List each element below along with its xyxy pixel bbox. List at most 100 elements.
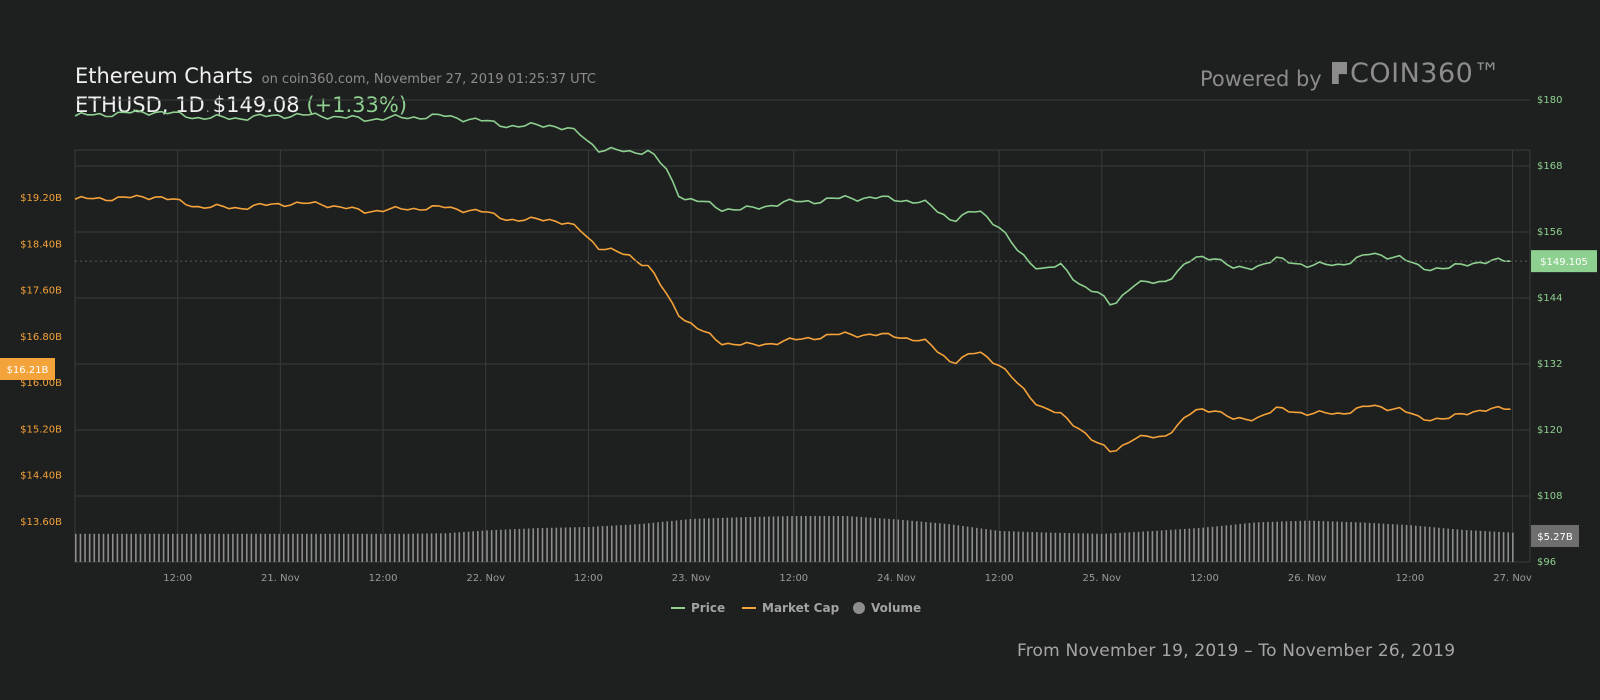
volume-bar bbox=[1244, 523, 1246, 562]
price-change: (+1.33%) bbox=[306, 93, 408, 117]
right-axis-tick: $132 bbox=[1537, 359, 1562, 370]
x-axis-tick: 12:00 bbox=[574, 573, 603, 584]
volume-bar bbox=[878, 518, 881, 562]
volume-bar bbox=[1428, 526, 1431, 562]
volume-bar bbox=[440, 533, 442, 562]
volume-bar bbox=[989, 529, 992, 562]
volume-bar bbox=[407, 533, 410, 562]
volume-bar bbox=[726, 517, 729, 562]
volume-bar bbox=[403, 533, 405, 562]
volume-bar bbox=[740, 517, 742, 562]
price-flag-box bbox=[1531, 250, 1597, 273]
x-axis-tick: 12:00 bbox=[1395, 573, 1424, 584]
volume-bar bbox=[1100, 533, 1103, 562]
volume-bar bbox=[1387, 523, 1389, 562]
volume-bar bbox=[375, 533, 377, 562]
x-axis-tick: 12:00 bbox=[779, 573, 808, 584]
volume-bar bbox=[994, 530, 997, 562]
volume-bar bbox=[694, 518, 696, 562]
volume-bar bbox=[883, 518, 886, 562]
volume-bar bbox=[1280, 521, 1283, 562]
volume-bar bbox=[689, 519, 692, 562]
market-cap-line bbox=[74, 194, 1511, 453]
volume-bar bbox=[310, 533, 313, 562]
volume-bar bbox=[671, 520, 673, 562]
volume-bar bbox=[587, 526, 590, 562]
volume-bar bbox=[430, 533, 433, 562]
volume-bar bbox=[652, 522, 655, 562]
volume-bar bbox=[1073, 533, 1075, 562]
volume-bar bbox=[828, 516, 830, 562]
volume-bar bbox=[222, 533, 225, 562]
volume-bar bbox=[1262, 522, 1265, 562]
volume-flag: $5.27B bbox=[1531, 525, 1579, 547]
volume-bar bbox=[1276, 521, 1278, 562]
volume-bar bbox=[865, 517, 867, 562]
volume-bar bbox=[629, 524, 632, 562]
volume-bar bbox=[490, 530, 493, 562]
volume-bar bbox=[1294, 521, 1297, 562]
volume-bar bbox=[1257, 522, 1260, 562]
volume-bar bbox=[1331, 521, 1334, 562]
volume-bar bbox=[102, 533, 105, 562]
coin360-logo[interactable]: COIN360™ bbox=[1332, 58, 1501, 89]
volume-bar bbox=[962, 525, 964, 562]
volume-bar bbox=[754, 516, 756, 562]
volume-bar bbox=[1364, 522, 1366, 562]
volume-bar bbox=[1077, 533, 1080, 562]
volume-bar bbox=[144, 533, 146, 562]
volume-bar bbox=[966, 526, 969, 562]
volume-bar bbox=[1026, 531, 1029, 562]
volume-bar bbox=[1267, 521, 1269, 562]
volume-bar bbox=[278, 533, 280, 562]
volume-bar bbox=[860, 517, 863, 562]
volume-bar bbox=[116, 533, 119, 562]
volume-bar bbox=[1447, 528, 1449, 562]
volume-bar bbox=[523, 528, 525, 562]
left-axis-tick: $17.60B bbox=[20, 286, 62, 297]
price-flag: $149.105 bbox=[1531, 250, 1597, 273]
x-axis-tick: 25. Nov bbox=[1083, 573, 1122, 584]
volume-bar bbox=[130, 533, 133, 562]
volume-bar bbox=[920, 521, 923, 562]
x-axis-tick: 12:00 bbox=[985, 573, 1014, 584]
volume-bar bbox=[296, 533, 299, 562]
left-axis-tick: $14.40B bbox=[20, 471, 62, 482]
volume-bar bbox=[509, 529, 511, 562]
volume-bar bbox=[153, 533, 156, 562]
volume-bar bbox=[952, 524, 955, 562]
volume-bar bbox=[1419, 526, 1422, 562]
volume-bar bbox=[181, 533, 183, 562]
volume-bar bbox=[1493, 531, 1496, 562]
volume-bar bbox=[1022, 531, 1024, 562]
volume-bar bbox=[1123, 532, 1126, 562]
chart-grid bbox=[74, 99, 1531, 563]
volume-bar bbox=[985, 529, 987, 562]
volume-bar bbox=[1410, 525, 1412, 562]
volume-bar bbox=[915, 521, 918, 562]
left-axis-tick: $16.80B bbox=[20, 332, 62, 343]
legend-item[interactable]: Market Cap bbox=[742, 601, 840, 615]
right-axis-tick: $156 bbox=[1537, 227, 1562, 238]
volume-bar bbox=[449, 532, 451, 562]
volume-bar bbox=[1068, 533, 1071, 562]
volume-bar bbox=[971, 527, 974, 562]
legend-item[interactable]: Price bbox=[671, 601, 725, 615]
x-axis-tick: 12:00 bbox=[163, 573, 192, 584]
volume-bar bbox=[111, 533, 114, 562]
pair-label: ETHUSD, 1D bbox=[75, 93, 205, 117]
volume-bar bbox=[823, 516, 826, 562]
volume-bar bbox=[1142, 531, 1144, 562]
volume-bar bbox=[287, 533, 290, 562]
chart-legend: Price Market Cap Volume bbox=[671, 601, 921, 615]
legend-item[interactable]: Volume bbox=[853, 601, 921, 615]
volume-bar bbox=[832, 516, 835, 562]
volume-bar bbox=[601, 526, 604, 562]
volume-bar bbox=[1054, 532, 1057, 562]
left-axis-tick: $15.20B bbox=[20, 424, 62, 435]
volume-bar bbox=[772, 516, 775, 562]
legend-label: Price bbox=[691, 601, 725, 615]
volume-bar bbox=[680, 519, 682, 562]
volume-bar bbox=[1313, 520, 1315, 562]
